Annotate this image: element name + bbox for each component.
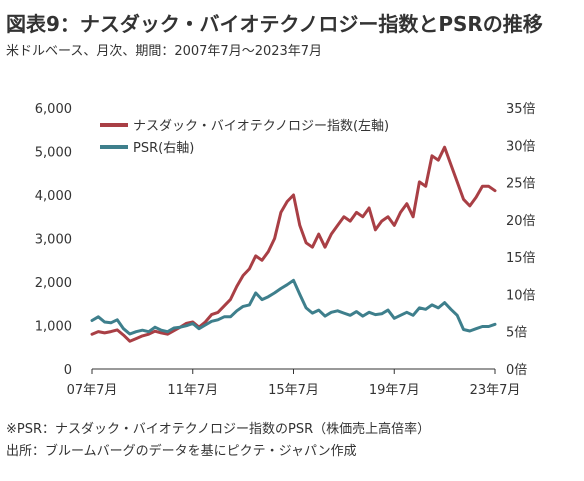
x-tick-label: 15年7月 xyxy=(268,383,319,398)
y-right-tick-label: 30倍 xyxy=(506,139,536,154)
y-left-tick-label: 2,000 xyxy=(35,276,72,291)
y-left-tick-label: 5,000 xyxy=(35,146,72,161)
source-note: 出所：ブルームバーグのデータを基にピクテ・ジャパン作成 xyxy=(6,444,357,459)
chart-subtitle: 米ドルベース、月次、期間：2007年7月～2023年7月 xyxy=(6,44,323,59)
y-right-tick-label: 15倍 xyxy=(506,251,536,266)
y-left-tick-label: 1,000 xyxy=(35,320,72,335)
y-left-tick-label: 0 xyxy=(64,363,72,378)
legend-label-index: ナスダック・バイオテクノロジー指数(左軸) xyxy=(133,119,389,134)
y-right-tick-label: 0倍 xyxy=(506,363,527,378)
psr-series-line xyxy=(90,278,497,336)
y-left-tick-label: 3,000 xyxy=(35,233,72,248)
x-tick-label: 23年7月 xyxy=(470,383,521,398)
psr-footnote: ※PSR：ナスダック・バイオテクノロジー指数のPSR（株価売上高倍率） xyxy=(6,422,431,437)
y-right-tick-label: 10倍 xyxy=(506,288,536,303)
x-tick-label: 07年7月 xyxy=(67,383,118,398)
x-tick-label: 11年7月 xyxy=(167,383,218,398)
x-tick-label: 19年7月 xyxy=(369,383,420,398)
index-series-line xyxy=(90,145,497,343)
y-right-tick-label: 35倍 xyxy=(506,102,536,117)
y-right-tick-label: 20倍 xyxy=(506,214,536,229)
y-left-tick-label: 6,000 xyxy=(35,102,72,117)
y-left-tick-label: 4,000 xyxy=(35,189,72,204)
legend-label-psr: PSR(右軸) xyxy=(133,141,194,156)
y-right-tick-label: 25倍 xyxy=(506,177,536,192)
chart-title: 図表9：ナスダック・バイオテクノロジー指数とPSRの推移 xyxy=(6,12,543,36)
y-right-tick-label: 5倍 xyxy=(506,326,527,341)
